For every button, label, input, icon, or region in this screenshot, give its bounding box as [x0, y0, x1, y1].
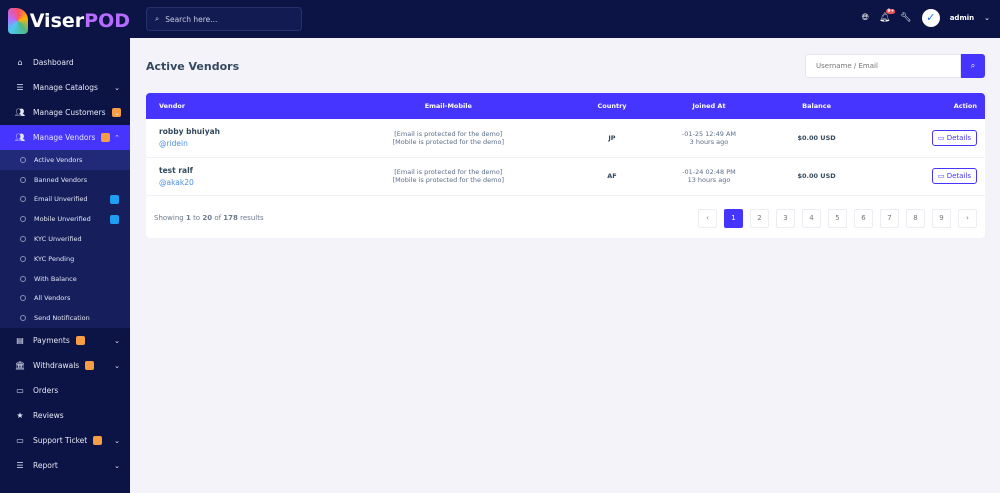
search-icon: ⌕: [155, 14, 160, 23]
vendors-table-card: Vendor Email-Mobile Country Joined At Balanc…: [146, 93, 985, 238]
desktop-icon: ▭: [937, 133, 945, 142]
count-badge: [110, 214, 119, 224]
sidebar: Viser POD ⌂ Dashboard ☰ Manage Catalogs ⌄ 👥︎ Ma…: [0, 0, 130, 493]
circle-icon: [20, 275, 26, 282]
count-badge: [75, 336, 85, 346]
search-icon: ⌕: [970, 61, 976, 70]
submenu-item-all-vendors[interactable]: All Vendors: [0, 289, 130, 309]
submenu-item-kyc-unverified[interactable]: KYC Unverified: [0, 229, 130, 249]
page-button[interactable]: 8: [906, 208, 925, 228]
submenu-item-banned-vendors[interactable]: Banned Vendors: [0, 170, 130, 190]
submenu-item-email-unverified[interactable]: Email Unverified: [0, 190, 130, 210]
circle-icon: [20, 216, 26, 223]
results-info: Showing 1 to 20 of 178 results: [154, 214, 264, 222]
circle-icon: [20, 315, 26, 322]
submenu-item-mobile-unverified[interactable]: Mobile Unverified: [0, 209, 130, 229]
globe-icon[interactable]: 🌐︎: [861, 13, 869, 23]
chevron-down-icon: ⌄: [114, 436, 120, 445]
circle-icon: [20, 176, 26, 183]
circle-icon: [20, 236, 26, 243]
count-badge: [101, 133, 111, 142]
username-link[interactable]: @ridein: [159, 139, 188, 149]
desktop-icon: ▭: [937, 172, 945, 180]
topbar: ⌕ Search here... 🌐︎ 🔔︎ 9+ 🔧︎ ✓ admin ⌄: [130, 0, 1000, 38]
username-link[interactable]: @akak20: [159, 177, 194, 187]
sidebar-item-withdrawals[interactable]: 🏛︎ Withdrawals ⌄: [14, 361, 120, 371]
column-header: Joined At: [645, 93, 773, 119]
orders-icon: ▭: [16, 386, 24, 396]
search-button[interactable]: ⌕: [961, 54, 985, 78]
chevron-down-icon: ⌄: [114, 361, 120, 370]
page-button[interactable]: ›: [958, 208, 977, 228]
count-badge: [93, 436, 103, 446]
sidebar-item-manage-customers[interactable]: 👥︎ Manage Customers ⌄: [14, 108, 121, 117]
details-button[interactable]: ▭ Details: [931, 168, 977, 184]
page-button[interactable]: 3: [776, 208, 795, 228]
chevron-down-icon: ⌄: [114, 336, 120, 345]
vendors-submenu: Active Vendors Banned Vendors Email Unveri…: [0, 150, 130, 329]
table-row: robby bhuiyah @ridein [Email is protected…: [146, 119, 985, 158]
sidebar-item-orders[interactable]: ▭ Orders: [0, 378, 130, 403]
ticket-icon: ▭: [16, 436, 24, 446]
logo-mark-icon: [8, 8, 28, 34]
payment-icon: ▤: [16, 336, 24, 346]
vendors-table: Vendor Email-Mobile Country Joined At Balanc…: [146, 93, 985, 196]
notification-bell-icon[interactable]: 🔔︎ 9+: [878, 9, 896, 23]
sidebar-item-reviews[interactable]: ★ Reviews: [0, 403, 130, 428]
list-icon: ☰: [16, 83, 24, 92]
page-button[interactable]: 1: [724, 208, 743, 228]
column-header: Vendor: [146, 93, 319, 119]
submenu-item-active-vendors[interactable]: Active Vendors: [0, 150, 130, 170]
username-email-input[interactable]: [805, 54, 961, 78]
page-button[interactable]: 6: [854, 208, 873, 228]
circle-icon: [20, 196, 26, 203]
submenu-item-kyc-pending[interactable]: KYC Pending: [0, 249, 130, 269]
column-header: Balance: [772, 93, 862, 119]
user-menu[interactable]: admin: [949, 14, 975, 22]
list-icon: ☰: [16, 461, 24, 471]
page-button[interactable]: 9: [932, 208, 951, 228]
chevron-down-icon[interactable]: ⌄: [984, 14, 990, 22]
circle-icon: [20, 255, 26, 262]
page-button[interactable]: 2: [750, 208, 769, 228]
sidebar-item-report[interactable]: ☰ Report ⌄: [0, 453, 130, 478]
details-button[interactable]: ▭ Details: [931, 129, 977, 146]
count-badge: [111, 108, 121, 117]
chevron-up-icon: ⌃: [114, 133, 120, 142]
circle-icon: [20, 156, 26, 163]
column-header: Action: [861, 93, 985, 119]
logo[interactable]: Viser POD: [0, 0, 130, 42]
sidebar-item-payments[interactable]: ▤ Payments ⌄: [0, 328, 130, 353]
table-row: test ralf @akak20 [Email is protected for…: [146, 157, 985, 196]
page-button[interactable]: 5: [828, 208, 847, 228]
page-button[interactable]: ‹: [698, 208, 717, 228]
vendor-search: ⌕: [805, 54, 985, 78]
column-header: Email-Mobile: [318, 93, 579, 119]
wrench-icon[interactable]: 🔧︎: [900, 13, 912, 23]
page-title: Active Vendors: [146, 60, 240, 73]
circle-icon: [20, 295, 26, 302]
submenu-item-with-balance[interactable]: With Balance: [0, 269, 130, 289]
pagination: ‹ 1 2 3 4 5 6 7 8 9 ›: [698, 208, 977, 228]
column-header: Country: [578, 93, 646, 119]
page-button[interactable]: 4: [802, 208, 821, 228]
sidebar-item-manage-catalogs[interactable]: ☰ Manage Catalogs ⌄: [0, 75, 130, 100]
page-button[interactable]: 7: [880, 208, 899, 228]
chevron-down-icon: ⌄: [114, 108, 120, 117]
chevron-down-icon: ⌄: [114, 461, 120, 470]
count-badge: [85, 361, 95, 371]
users-icon: 👥︎: [14, 133, 26, 142]
submenu-item-send-notification[interactable]: Send Notification: [0, 308, 130, 328]
sidebar-item-support-ticket[interactable]: ▭ Support Ticket ⌄: [0, 428, 130, 453]
home-icon: ⌂: [17, 58, 23, 67]
search-input[interactable]: ⌕ Search here...: [146, 7, 302, 31]
sidebar-item-dashboard[interactable]: ⌂ Dashboard: [0, 50, 130, 75]
users-icon: 👥︎: [14, 108, 26, 117]
count-badge: [110, 194, 119, 204]
bank-icon: 🏛︎: [14, 361, 26, 371]
chevron-down-icon: ⌄: [114, 83, 120, 92]
star-icon: ★: [16, 411, 24, 421]
avatar[interactable]: ✓: [921, 9, 940, 27]
sidebar-item-manage-vendors[interactable]: 👥︎ Manage Vendors ⌃: [0, 125, 130, 150]
